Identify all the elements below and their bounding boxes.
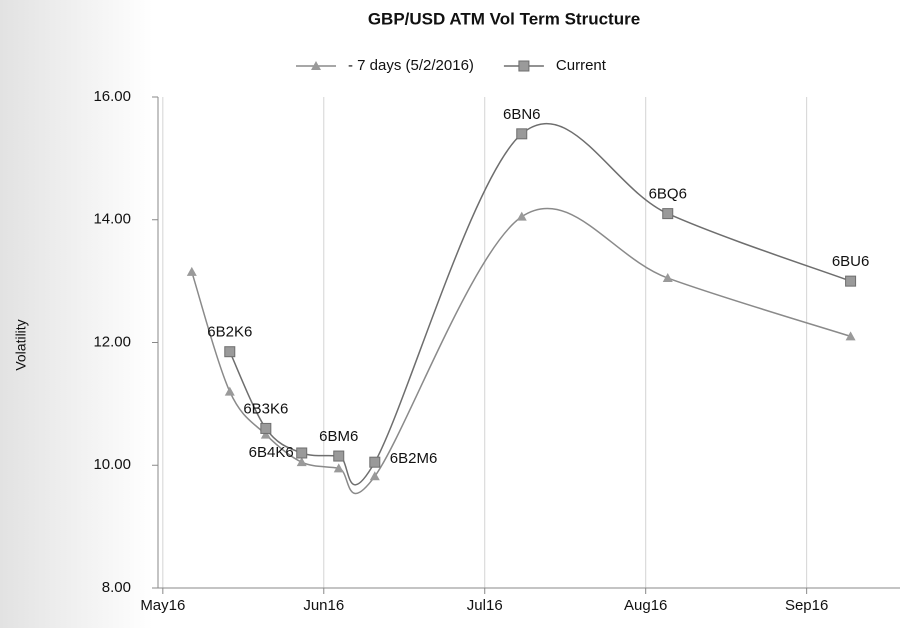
marker (311, 61, 321, 70)
marker (369, 456, 381, 468)
marker (296, 447, 308, 459)
marker (224, 346, 236, 358)
marker (260, 429, 271, 439)
x-tick-label: Jun16 (303, 597, 344, 614)
y-tick-label: 16.00 (93, 88, 131, 105)
marker (662, 208, 674, 220)
y-tick-label: 8.00 (102, 579, 131, 596)
series-line (191, 207, 851, 495)
y-tick-label: 12.00 (93, 333, 131, 350)
x-tick-label: Sep16 (785, 597, 828, 614)
x-tick-label: Aug16 (624, 597, 667, 614)
x-tick-label: May16 (140, 597, 185, 614)
y-tick-label: 10.00 (93, 456, 131, 473)
marker (296, 457, 307, 467)
point-label: 6B4K6 (249, 444, 294, 461)
point-label: 6B2K6 (207, 324, 252, 341)
marker (516, 211, 527, 221)
marker (333, 463, 344, 473)
marker (224, 386, 235, 396)
point-label: 6B3K6 (243, 400, 288, 417)
point-label: 6BQ6 (649, 186, 687, 203)
legend-label: Current (556, 57, 607, 74)
chart-title: GBP/USD ATM Vol Term Structure (368, 9, 640, 28)
marker (186, 266, 197, 276)
point-label: 6BN6 (503, 106, 541, 123)
marker (369, 471, 380, 481)
marker (662, 273, 673, 283)
x-tick-label: Jul16 (467, 597, 503, 614)
marker (845, 275, 857, 287)
marker (845, 331, 856, 341)
point-label: 6BU6 (832, 253, 870, 270)
y-tick-label: 14.00 (93, 211, 131, 228)
point-label: 6B2M6 (390, 450, 438, 467)
marker (260, 422, 272, 434)
legend-label: - 7 days (5/2/2016) (348, 57, 474, 74)
point-label: 6BM6 (319, 428, 358, 445)
y-axis-label: Volatility (13, 319, 29, 370)
marker (333, 450, 345, 462)
marker (518, 60, 530, 72)
marker (516, 128, 528, 140)
